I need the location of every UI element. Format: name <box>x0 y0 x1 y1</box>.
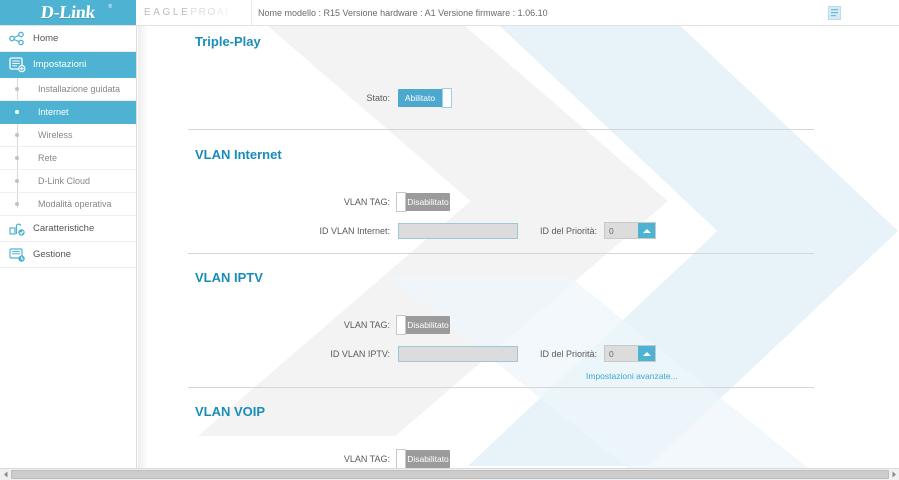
field-row-vlan-internet-id: ID VLAN Internet: ID del Priorità: 0 <box>138 222 899 239</box>
vlan-internet-priority-select[interactable]: 0 <box>604 222 657 239</box>
dlink-logo-text: D-Link <box>39 2 97 22</box>
vlan-internet-priority-label: ID del Priorità: <box>540 225 598 236</box>
vlan-voip-tag-toggle-label: Disabilitato <box>407 454 449 464</box>
eaglepro-ai-logo: EAGLE PRO AI <box>136 0 251 25</box>
main-content-area: Triple-Play Stato: Abilitato VLAN Intern… <box>138 26 899 468</box>
sidebar-item-home-label: Home <box>33 33 59 44</box>
vlan-iptv-priority-label: ID del Priorità: <box>540 348 598 359</box>
sidebar-item-gestione-label: Gestione <box>33 249 72 260</box>
vlan-iptv-id-label: ID VLAN IPTV: <box>330 348 390 359</box>
sidebar-item-installazione-guidata-label: Installazione guidata <box>38 84 121 94</box>
scrollbar-thumb[interactable] <box>11 470 889 479</box>
sidebar-item-wireless-label: Wireless <box>38 130 73 140</box>
bullet-icon <box>15 179 19 183</box>
sidebar-item-internet-label: Internet <box>38 107 69 117</box>
eaglepro-part-eagle: EAGLE <box>144 7 191 18</box>
field-row-vlan-voip-tag: VLAN TAG: Disabilitato <box>138 449 899 468</box>
sidebar-item-rete-label: Rete <box>38 153 58 163</box>
eaglepro-part-ai: AI <box>216 7 230 18</box>
section-vlan-iptv: VLAN IPTV VLAN TAG: Disabilitato ID VLAN… <box>138 254 899 388</box>
vlan-iptv-tag-toggle[interactable]: Disabilitato <box>396 315 450 335</box>
chevron-up-icon[interactable] <box>638 346 656 361</box>
vlan-internet-id-input[interactable] <box>398 222 518 239</box>
sidebar-item-wireless[interactable]: Wireless <box>0 124 136 147</box>
vlan-iptv-tag-label: VLAN TAG: <box>343 320 390 330</box>
vlan-voip-tag-label: VLAN TAG: <box>343 454 390 464</box>
model-info-text: Nome modello : R15 Versione hardware : A… <box>258 7 548 18</box>
sidebar-item-rete[interactable]: Rete <box>0 147 136 170</box>
section-title-vlan-voip: VLAN VOIP <box>195 404 266 419</box>
eaglepro-part-pro: PRO <box>190 7 217 18</box>
stato-toggle-label: Abilitato <box>404 93 436 103</box>
bullet-icon <box>15 110 19 114</box>
top-header-bar: D-Link ® EAGLE PRO AI Nome modello : R15… <box>0 0 899 26</box>
scroll-left-arrow-icon[interactable] <box>0 469 11 480</box>
bullet-icon <box>15 133 19 137</box>
bullet-icon <box>15 156 19 160</box>
vlan-iptv-priority-value: 0 <box>605 346 639 361</box>
horizontal-scrollbar[interactable] <box>0 468 899 480</box>
vlan-voip-tag-toggle[interactable]: Disabilitato <box>396 449 450 468</box>
dlink-logo[interactable]: D-Link ® <box>0 0 136 25</box>
sidebar-item-modalita-operativa[interactable]: Modalità operativa <box>0 193 136 216</box>
vlan-internet-tag-label: VLAN TAG: <box>343 197 390 207</box>
sidebar-item-installazione-guidata[interactable]: Installazione guidata <box>0 78 136 101</box>
model-info-strip: Nome modello : R15 Versione hardware : A… <box>251 0 899 25</box>
toggle-knob <box>442 88 452 108</box>
management-clock-icon <box>9 247 26 263</box>
sidebar-item-modalita-operativa-label: Modalità operativa <box>38 199 112 209</box>
field-row-vlan-iptv-tag: VLAN TAG: Disabilitato <box>138 315 899 335</box>
section-title-vlan-iptv: VLAN IPTV <box>195 270 263 285</box>
section-vlan-voip: VLAN VOIP VLAN TAG: Disabilitato ID VLAN… <box>138 388 899 468</box>
field-row-stato: Stato: Abilitato <box>138 88 899 108</box>
section-vlan-internet: VLAN Internet VLAN TAG: Disabilitato ID … <box>138 130 899 254</box>
chevron-up-icon[interactable] <box>638 223 656 238</box>
vlan-internet-priority-value: 0 <box>605 223 639 238</box>
features-check-icon <box>9 221 26 237</box>
registered-trademark-icon: ® <box>108 4 112 10</box>
sidebar-item-dlink-cloud[interactable]: D-Link Cloud <box>0 170 136 193</box>
vlan-iptv-tag-toggle-label: Disabilitato <box>407 320 449 330</box>
sidebar-submenu-impostazioni: Installazione guidata Internet Wireless … <box>0 78 136 216</box>
toggle-knob <box>396 192 406 212</box>
sidebar-item-dlink-cloud-label: D-Link Cloud <box>38 176 91 186</box>
vlan-internet-id-label: ID VLAN Internet: <box>319 225 390 236</box>
sidebar-item-impostazioni[interactable]: Impostazioni <box>0 52 136 78</box>
scroll-right-arrow-icon[interactable] <box>888 469 899 480</box>
sidebar-item-internet[interactable]: Internet <box>0 101 136 124</box>
vlan-internet-tag-toggle-label: Disabilitato <box>407 197 449 207</box>
sidebar-item-gestione[interactable]: Gestione <box>0 242 136 268</box>
field-row-vlan-iptv-id: ID VLAN IPTV: ID del Priorità: 0 <box>138 345 899 362</box>
stato-toggle[interactable]: Abilitato <box>398 88 452 108</box>
section-triple-play: Triple-Play Stato: Abilitato <box>138 26 899 130</box>
document-icon[interactable] <box>827 5 841 20</box>
sidebar-item-home[interactable]: Home <box>0 26 136 52</box>
home-network-icon <box>9 31 26 47</box>
vlan-iptv-priority-select[interactable]: 0 <box>604 345 657 362</box>
sidebar-item-caratteristiche-label: Caratteristiche <box>33 223 95 234</box>
vlan-iptv-advanced-settings-link[interactable]: Impostazioni avanzate... <box>586 371 678 381</box>
settings-gear-icon <box>9 56 26 73</box>
vlan-iptv-id-input[interactable] <box>398 345 518 362</box>
section-title-triple-play: Triple-Play <box>195 34 261 49</box>
settings-form: Triple-Play Stato: Abilitato VLAN Intern… <box>138 26 899 468</box>
section-title-vlan-internet: VLAN Internet <box>195 147 282 162</box>
bullet-icon <box>15 87 19 91</box>
sidebar-item-impostazioni-label: Impostazioni <box>33 59 87 70</box>
bullet-icon <box>15 202 19 206</box>
stato-label: Stato: <box>366 93 390 103</box>
toggle-knob <box>396 449 406 468</box>
vlan-internet-tag-toggle[interactable]: Disabilitato <box>396 192 450 212</box>
field-row-vlan-internet-tag: VLAN TAG: Disabilitato <box>138 192 899 212</box>
main-sidebar: Home Impostazioni Installazio <box>0 26 137 468</box>
toggle-knob <box>396 315 406 335</box>
sidebar-item-caratteristiche[interactable]: Caratteristiche <box>0 216 136 242</box>
field-row-vlan-iptv-advanced: Impostazioni avanzate... <box>138 371 899 381</box>
